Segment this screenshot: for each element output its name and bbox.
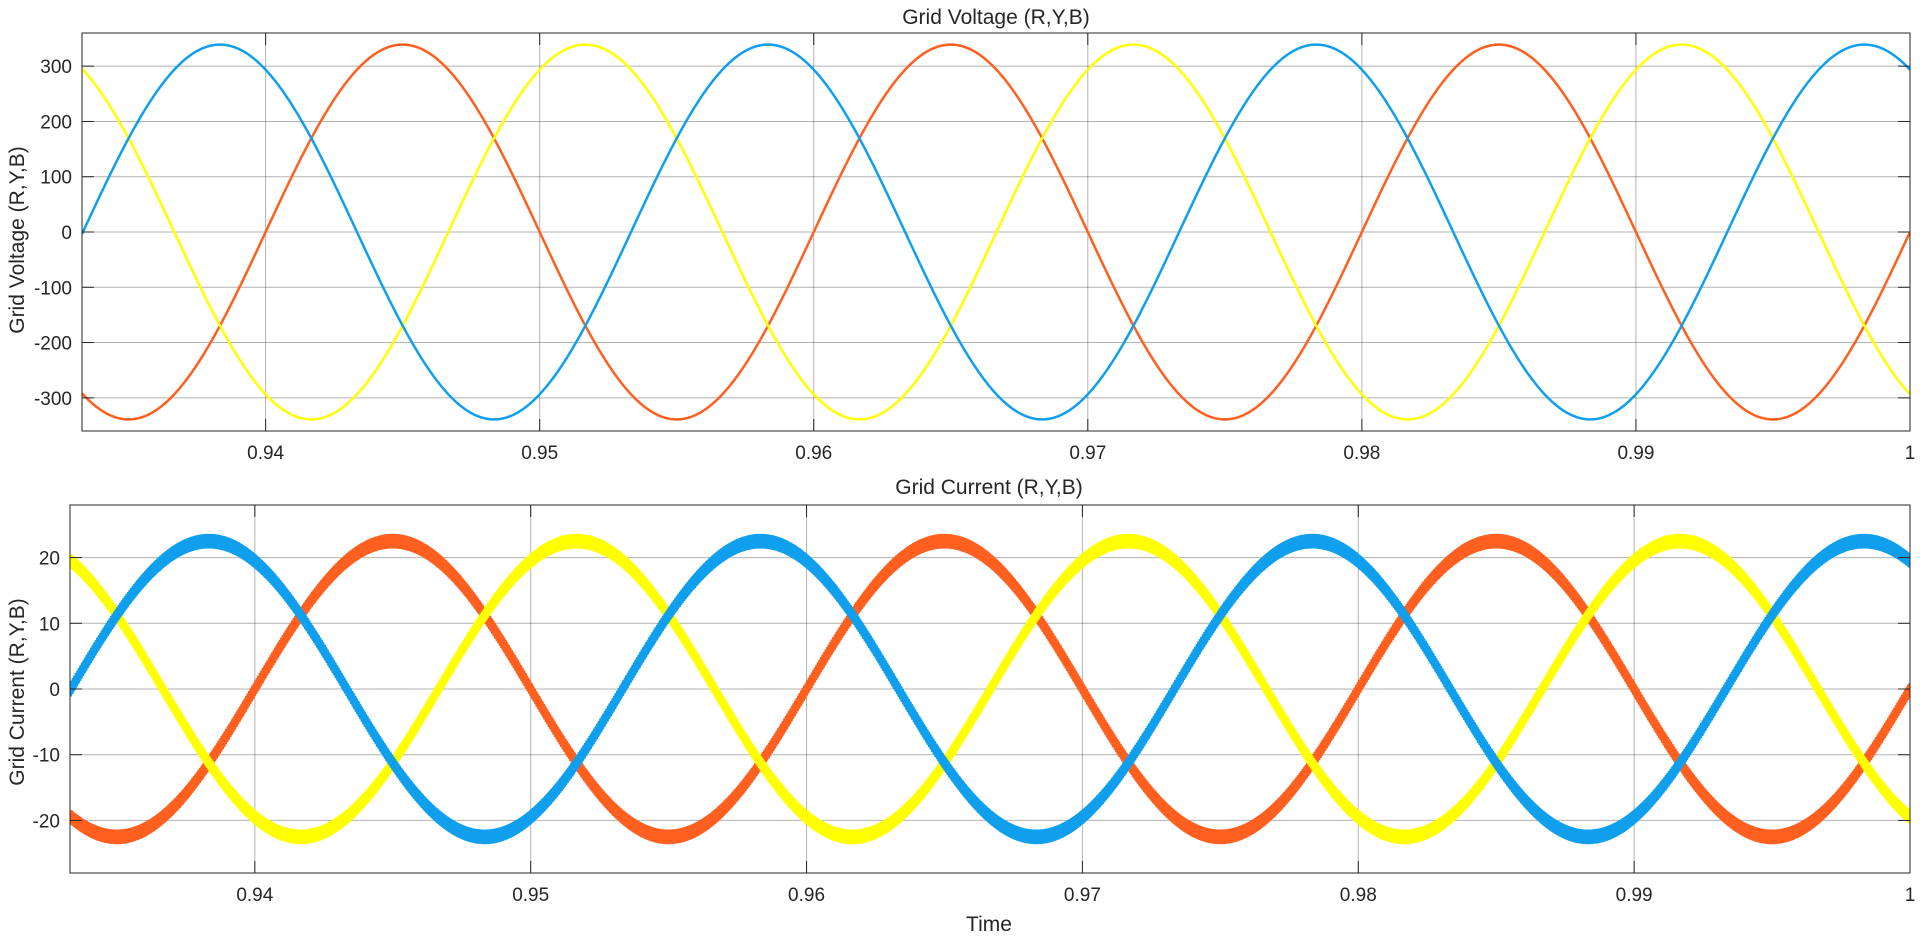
- current-chart-title: Grid Current (R,Y,B): [895, 476, 1083, 499]
- current-chart-plot: 0.94 0.95 0.96 0.97 0.98 0.99 1 20 10 0 -10 -20: [33, 504, 1916, 906]
- current-x-tick-label: 0.94: [236, 885, 273, 906]
- current-chart-ylabel: Grid Current (R,Y,B): [6, 598, 29, 786]
- current-y-tick-label: -20: [33, 811, 60, 832]
- current-x-tick-label: 0.97: [1064, 885, 1101, 906]
- current-x-tick-label: 0.96: [788, 885, 825, 906]
- voltage-y-tick-label: -200: [34, 334, 72, 355]
- current-y-tick-label: 10: [39, 614, 60, 635]
- voltage-x-tick-label: 0.94: [247, 443, 284, 464]
- voltage-y-tick-label: 300: [40, 57, 72, 78]
- current-y-tick-label: 0: [49, 680, 60, 701]
- current-series-y-line: [70, 533, 1910, 845]
- current-chart: Grid Current (R,Y,B) Grid Current (R,Y,B…: [6, 476, 1915, 936]
- voltage-x-tick-label: 0.95: [521, 443, 558, 464]
- current-y-tick-label: -10: [33, 746, 60, 767]
- voltage-x-tick-label: 1: [1905, 443, 1916, 464]
- voltage-x-tick-label: 0.97: [1069, 443, 1106, 464]
- voltage-x-tick-label: 0.98: [1343, 443, 1380, 464]
- voltage-x-tick-label: 0.99: [1617, 443, 1654, 464]
- current-series-r-line: [70, 533, 1910, 845]
- current-x-tick-label: 0.99: [1616, 885, 1653, 906]
- voltage-y-tick-label: 100: [40, 168, 72, 189]
- voltage-y-tick-label: -100: [34, 278, 72, 299]
- voltage-y-tick-label: -300: [34, 389, 72, 410]
- current-series-b-line: [70, 533, 1910, 845]
- voltage-x-tick-label: 0.96: [795, 443, 832, 464]
- voltage-y-tick-label: 200: [40, 112, 72, 133]
- voltage-series-y-line: [82, 43, 1910, 421]
- current-y-tick-label: 20: [39, 549, 60, 570]
- current-x-tick-label: 0.95: [512, 885, 549, 906]
- voltage-chart-plot: 0.94 0.95 0.96 0.97 0.98 0.99 1 300 200 100 0 -100 -…: [34, 32, 1916, 464]
- voltage-chart-ylabel: Grid Voltage (R,Y,B): [6, 146, 29, 334]
- voltage-chart-title: Grid Voltage (R,Y,B): [902, 6, 1090, 29]
- voltage-series-r-line: [82, 43, 1910, 421]
- current-x-tick-label: 0.98: [1340, 885, 1377, 906]
- voltage-chart: Grid Voltage (R,Y,B) Grid Voltage (R,Y,B…: [6, 6, 1915, 464]
- voltage-y-tick-label: 0: [61, 223, 72, 244]
- voltage-series-b-line: [82, 43, 1910, 421]
- current-chart-xlabel: Time: [966, 913, 1012, 936]
- current-x-tick-label: 1: [1905, 885, 1916, 906]
